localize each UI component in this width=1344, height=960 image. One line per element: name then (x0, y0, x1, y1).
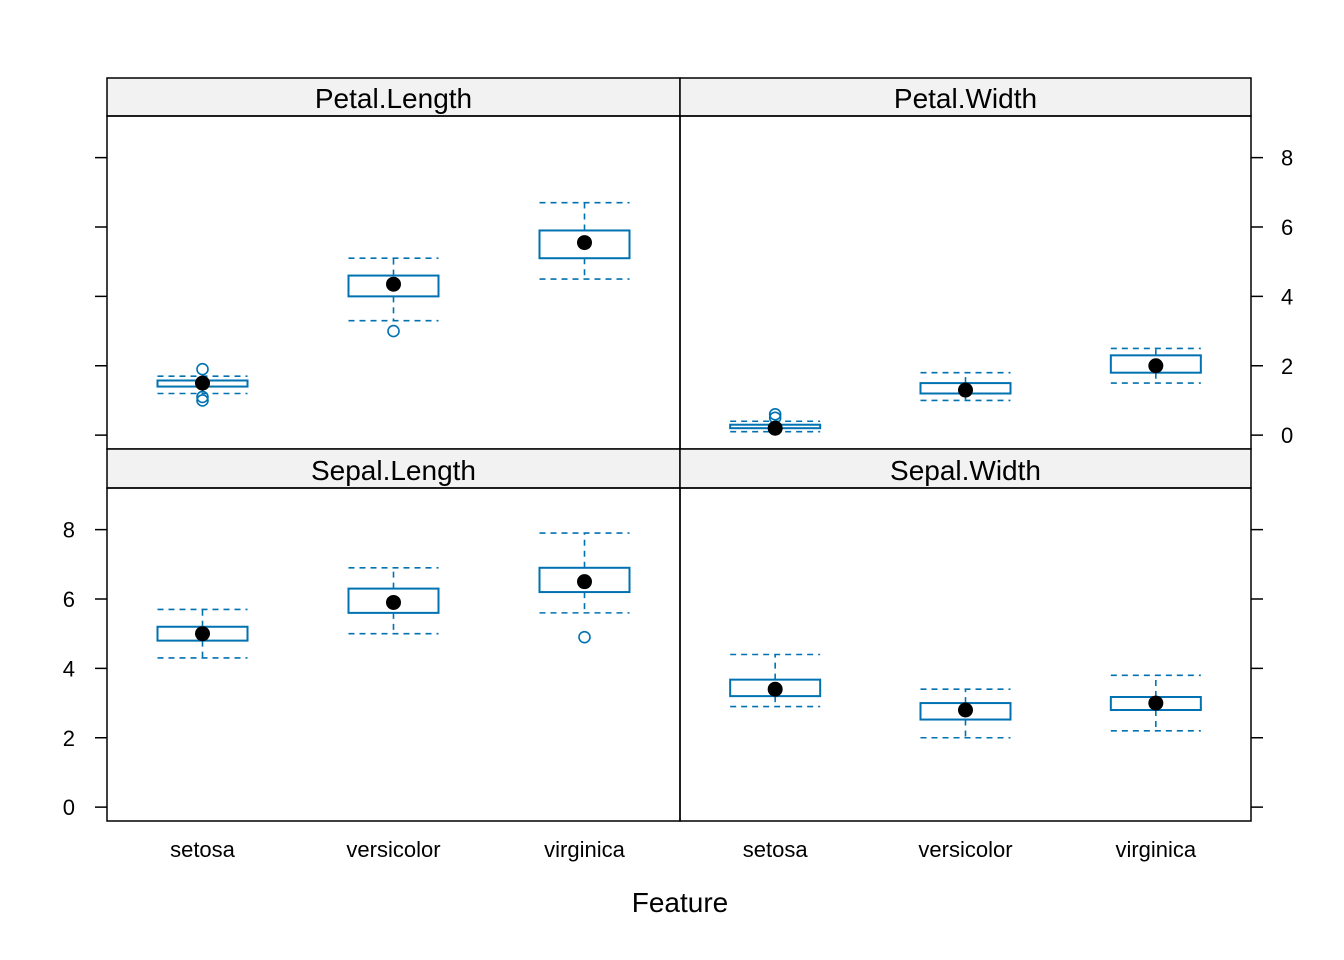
box-petal-width-virginica (1109, 347, 1202, 384)
x-tick-label-setosa: setosa (170, 837, 236, 862)
box-petal-length-virginica (538, 201, 631, 280)
x-tick-label-virginica: virginica (544, 837, 625, 862)
panel-sepal-width: Sepal.Width (679, 448, 1252, 822)
box-sepal-length-versicolor (347, 566, 440, 635)
y-tick-label-left: 8 (63, 518, 75, 543)
y-tick-label-left: 4 (63, 656, 75, 681)
panel-petal-length: Petal.Length (106, 77, 681, 450)
box-rect (347, 587, 440, 614)
panel-petal-width: Petal.Width (679, 77, 1252, 450)
strip-label-sepal-width: Sepal.Width (890, 455, 1041, 486)
box-rect (538, 566, 631, 594)
median-dot (386, 594, 401, 610)
y-tick-label-right: 2 (1281, 354, 1293, 379)
box-petal-length-versicolor (347, 257, 440, 338)
outlier-point (196, 362, 209, 376)
x-tick-label-versicolor: versicolor (918, 837, 1012, 862)
median-dot (386, 276, 401, 292)
y-tick-label-right: 6 (1281, 215, 1293, 240)
median-dot (958, 382, 973, 398)
axes-layer: 0 2 4 6 8 0 2 4 6 8 setosa versicolor virginica setos… (63, 146, 1294, 862)
y-tick-label-left: 2 (63, 726, 75, 751)
outlier-point (196, 390, 209, 404)
median-dot (1148, 358, 1164, 374)
strip-label-sepal-length: Sepal.Length (311, 455, 476, 486)
box-petal-length-setosa (156, 362, 249, 407)
box-sepal-width-versicolor (919, 688, 1012, 739)
box-sepal-width-setosa (729, 653, 822, 708)
panel-frame-sepal-width (679, 487, 1252, 822)
median-dot (1148, 695, 1164, 711)
strip-label-petal-width: Petal.Width (894, 83, 1037, 114)
panels-layer: Petal.Length Petal.Width Sepal.Length Sepal… (106, 77, 1252, 822)
median-dot (577, 235, 592, 251)
x-tick-label-versicolor: versicolor (346, 837, 440, 862)
box-sepal-length-setosa (156, 608, 249, 659)
panel-sepal-length: Sepal.Length (106, 448, 681, 822)
y-tick-label-right: 4 (1281, 284, 1293, 309)
median-dot (958, 702, 973, 718)
box-petal-width-versicolor (919, 371, 1012, 402)
strip-petal-length (106, 77, 681, 117)
y-tick-label-right: 0 (1281, 423, 1293, 448)
median-dot (767, 681, 783, 697)
outlier-point (387, 324, 400, 338)
box-sepal-length-virginica (538, 532, 631, 644)
outlier-point (578, 630, 591, 644)
outlier-point (196, 394, 209, 407)
x-axis-title: Feature (632, 887, 729, 918)
outlier-point (768, 408, 782, 421)
median-dot (195, 626, 210, 642)
strip-sepal-width (679, 448, 1252, 489)
median-dot (767, 420, 783, 436)
strip-petal-width (679, 77, 1252, 117)
y-tick-label-left: 6 (63, 587, 75, 612)
strip-label-petal-length: Petal.Length (315, 83, 472, 114)
median-dot (577, 574, 592, 590)
median-dot (195, 375, 210, 391)
x-tick-label-virginica: virginica (1115, 837, 1196, 862)
box-sepal-width-virginica (1109, 674, 1202, 732)
y-tick-label-right: 8 (1281, 146, 1293, 171)
x-tick-label-setosa: setosa (743, 837, 809, 862)
box-rect (347, 274, 440, 298)
y-tick-label-left: 0 (63, 795, 75, 820)
box-rect (538, 229, 631, 260)
panel-frame-sepal-length (106, 487, 681, 822)
box-petal-width-setosa (729, 408, 822, 436)
